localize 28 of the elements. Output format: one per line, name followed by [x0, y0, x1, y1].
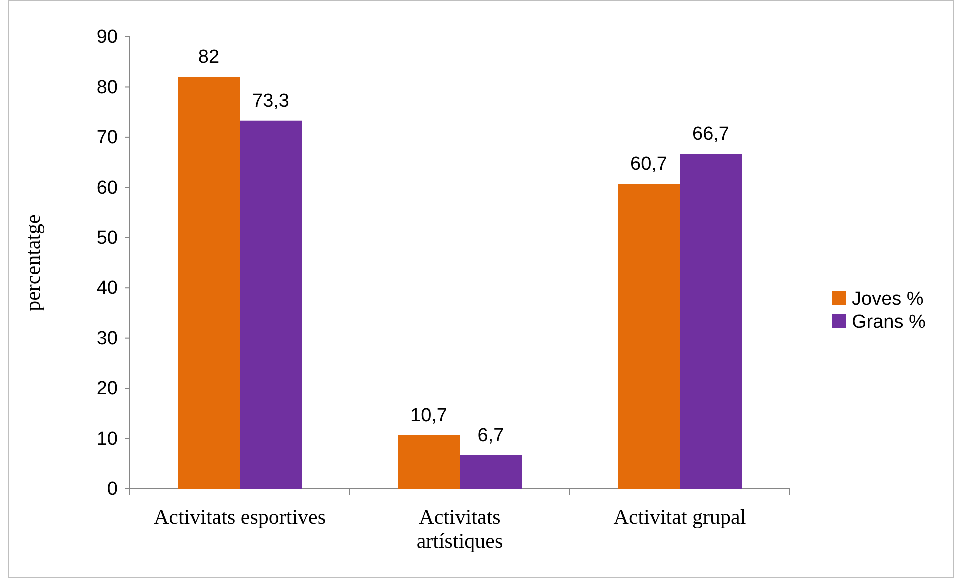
y-tick-label: 50: [96, 228, 118, 249]
y-tick-label: 20: [96, 378, 118, 400]
y-axis-title: percentatge: [21, 214, 45, 312]
x-tick-label: Activitat grupal: [614, 505, 746, 529]
legend-label: Joves %: [852, 289, 924, 310]
y-tick-label: 0: [107, 479, 118, 500]
y-tick-label: 10: [96, 428, 118, 450]
data-label: 60,7: [630, 154, 668, 176]
y-tick-label: 60: [96, 178, 118, 199]
y-tick-label: 80: [96, 77, 118, 98]
bar: [618, 184, 680, 489]
data-label: 73,3: [252, 90, 290, 112]
data-label: 66,7: [692, 124, 730, 146]
bar: [398, 435, 460, 489]
bar: [680, 154, 742, 489]
data-label: 6,7: [478, 425, 504, 446]
x-tick-label: Activitats artístiques: [416, 505, 504, 553]
bar: [240, 120, 302, 489]
data-label: 10,7: [410, 405, 448, 426]
data-label: 82: [198, 47, 220, 68]
legend-label: Grans %: [852, 312, 926, 333]
y-tick-label: 90: [96, 27, 118, 48]
bar: [178, 77, 240, 489]
bar: [460, 455, 522, 489]
x-tick-label: Activitats esportives: [154, 505, 326, 529]
y-tick-label: 70: [96, 128, 118, 149]
y-tick-label: 40: [96, 278, 118, 300]
y-tick-label: 30: [96, 328, 118, 350]
